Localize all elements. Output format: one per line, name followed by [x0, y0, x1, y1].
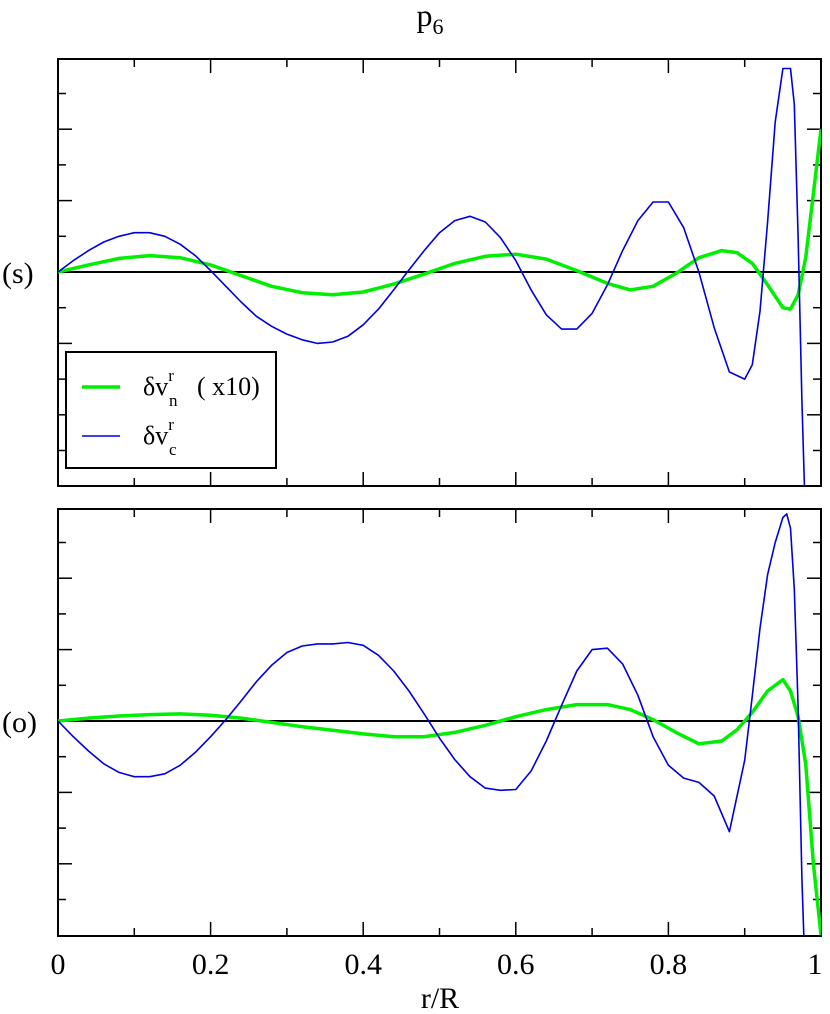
panel-o-ticks — [58, 509, 821, 936]
x-axis-label: r/R — [421, 982, 459, 1014]
legend-dvn-label: δvr n ( x10) — [143, 366, 260, 410]
x-tick-label: 0.2 — [192, 948, 230, 981]
legend: δvr n( x10) δvr c — [65, 351, 277, 469]
x-tick-label: 0.8 — [650, 948, 688, 981]
x-tick-label: 1 — [808, 948, 823, 981]
panel-o-series-dvn-line — [58, 677, 821, 936]
legend-dvc-base: v — [155, 421, 168, 450]
legend-dvc-symbol: δ — [143, 421, 155, 450]
chart-title-sub: 6 — [433, 14, 444, 39]
panel-o-series-dvc-line — [58, 513, 805, 936]
legend-dvn-symbol: δ — [143, 372, 155, 401]
chart-title: p6 — [417, 0, 444, 39]
panel-s-series-dvc-line — [58, 67, 806, 486]
legend-dvn-base: v — [155, 372, 168, 401]
legend-dvn-suffix: ( x10) — [197, 372, 260, 401]
panel-o: (o) — [2, 508, 822, 937]
legend-dvc-sup: r — [168, 415, 174, 434]
x-tick-label: 0 — [51, 948, 66, 981]
legend-dvn-sup: r — [168, 366, 174, 385]
chart-title-main: p — [417, 0, 433, 33]
legend-dvc-label: δvr c — [143, 415, 177, 459]
x-tick-labels: 0 0.2 0.4 0.6 0.8 1 — [51, 948, 823, 981]
panel-o-frame — [57, 508, 822, 937]
x-tick-label: 0.6 — [497, 948, 535, 981]
panel-s: (s) δvr n( x10) δvr c — [2, 58, 822, 487]
legend-dvn-sub: n — [169, 391, 178, 410]
legend-box — [65, 351, 277, 469]
x-tick-label: 0.4 — [344, 948, 382, 981]
panel-o-label: (o) — [2, 706, 37, 739]
panel-s-series-dvn-line — [58, 128, 821, 311]
legend-dvc-sub: c — [169, 440, 177, 459]
panel-s-label: (s) — [2, 257, 34, 290]
